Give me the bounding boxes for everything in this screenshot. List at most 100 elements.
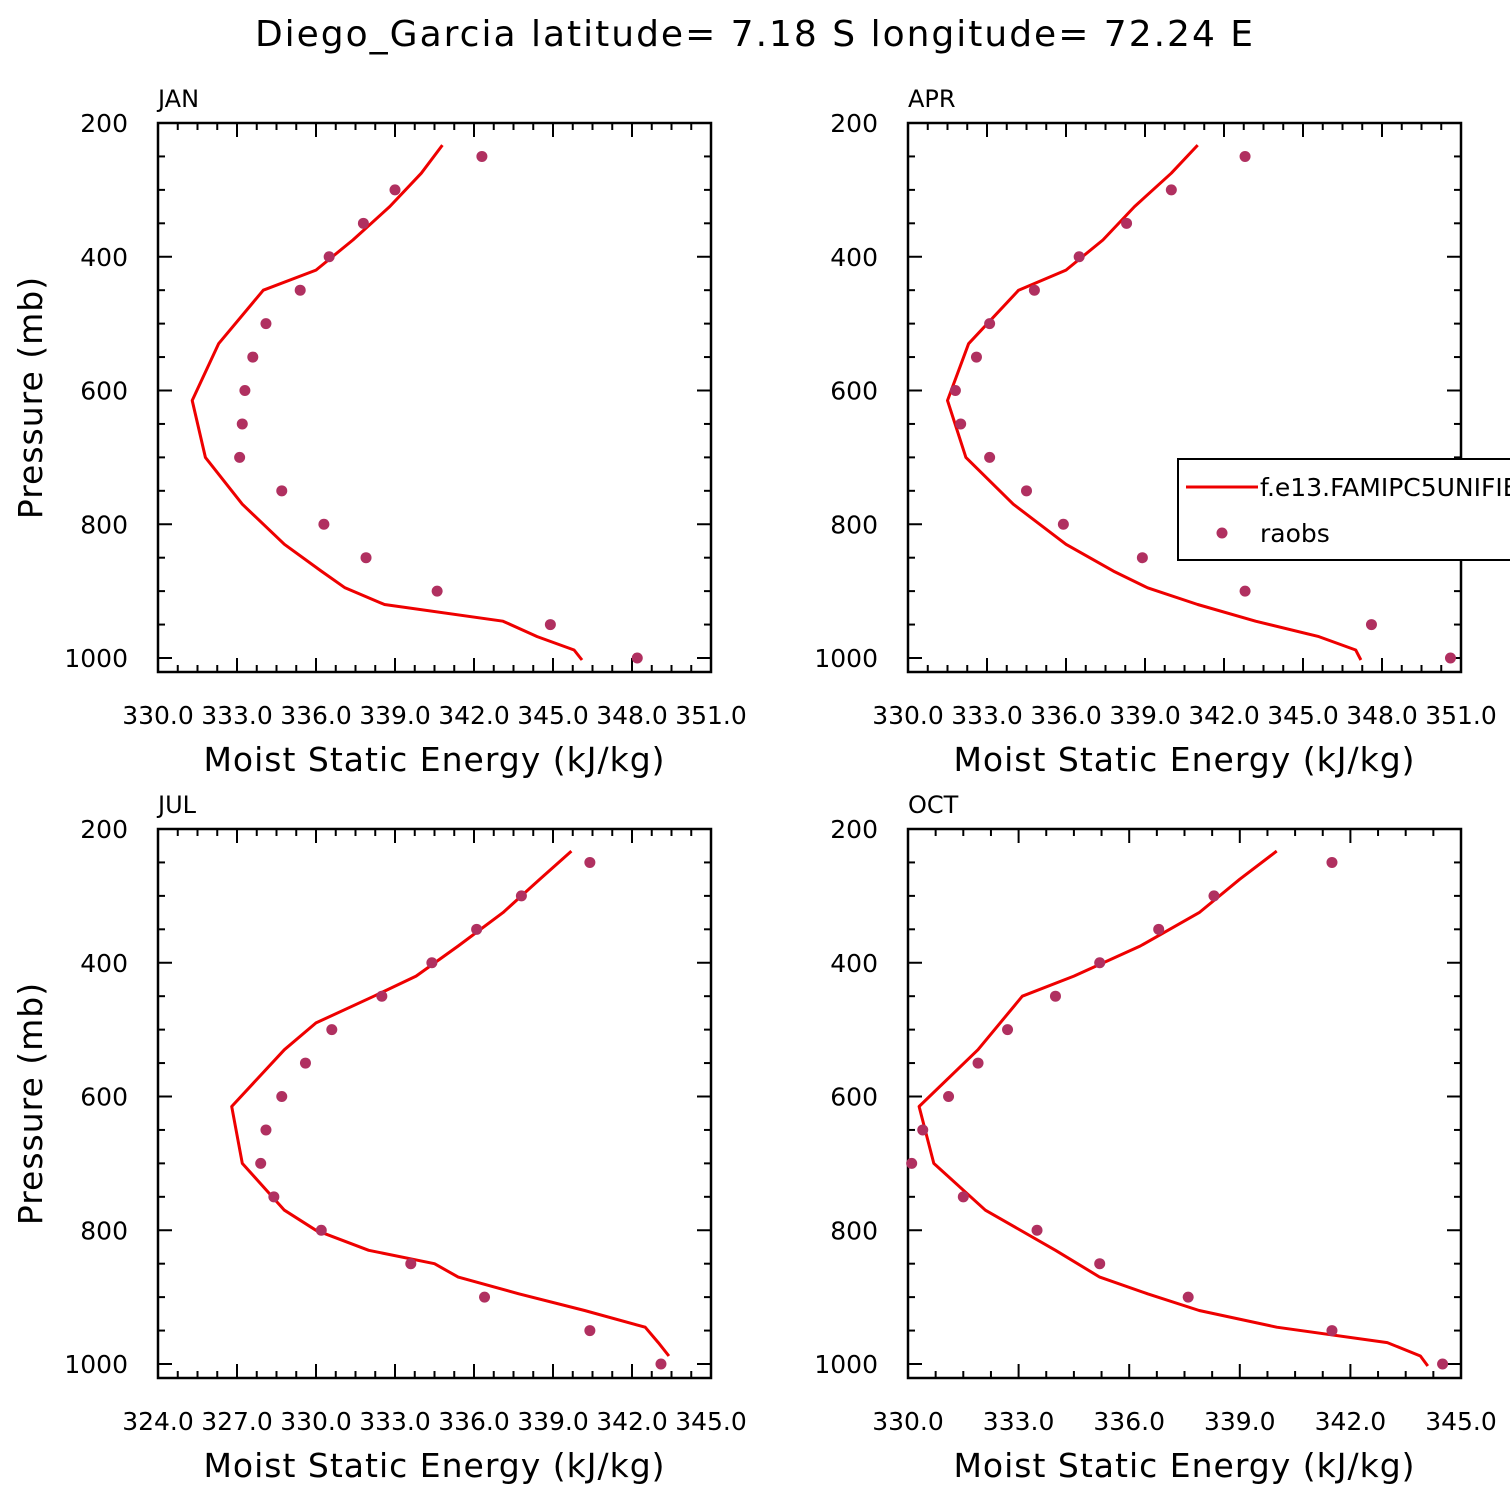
raobs-point [972,1057,984,1069]
raobs-point [234,451,246,463]
x-tick-label: 351.0 [675,701,747,730]
y-tick-label: 800 [80,510,128,539]
raobs-point [389,184,401,196]
raobs-point [299,1057,311,1069]
raobs-point [984,318,996,330]
x-tick-label: 333.0 [951,701,1023,730]
panel-label: APR [908,85,956,113]
raobs-point [515,890,527,902]
x-tick-label: 339.0 [1109,701,1181,730]
x-tick-label: 339.0 [359,701,431,730]
raobs-point [1094,957,1106,969]
x-tick-label: 342.0 [438,701,510,730]
raobs-point [1182,1291,1194,1303]
y-tick-label: 400 [80,243,128,272]
legend-label: f.e13.FAMIPC5UNIFIED [1260,473,1510,502]
x-tick-label: 327.0 [201,1407,273,1436]
model-series-line [190,144,584,661]
x-tick-label: 330.0 [280,1407,352,1436]
x-axis-label: Moist Static Energy (kJ/kg) [203,740,665,779]
y-tick-label: 800 [80,1216,128,1245]
y-tick-label: 1000 [814,1350,878,1379]
figure-title: Diego_Garcia latitude= 7.18 S longitude=… [255,14,1255,55]
raobs-point [268,1191,280,1203]
y-tick-label: 200 [80,815,128,844]
raobs-point [260,318,272,330]
y-tick-label: 400 [80,949,128,978]
y-tick-label: 600 [80,1083,128,1112]
x-tick-label: 336.0 [438,1407,510,1436]
y-axis-label: Pressure (mb) [11,982,50,1225]
x-tick-label: 348.0 [596,701,668,730]
x-tick-label: 348.0 [1346,701,1418,730]
raobs-point [479,1291,491,1303]
model-series-line [946,144,1363,661]
raobs-point [376,990,388,1002]
raobs-point [471,923,483,935]
raobs-point [260,1124,272,1136]
raobs-point [318,518,330,530]
y-tick-label: 200 [80,109,128,138]
raobs-point [476,150,488,162]
raobs-point [360,552,372,564]
raobs-point [906,1157,918,1169]
raobs-point [357,217,369,229]
x-tick-label: 345.0 [1425,1407,1497,1436]
raobs-point [1057,518,1069,530]
raobs-point [1444,652,1456,664]
raobs-point [1028,284,1040,296]
raobs-point [236,418,248,430]
raobs-point [323,251,335,263]
raobs-point [326,1024,338,1036]
y-tick-label: 1000 [814,644,878,673]
raobs-point [943,1091,955,1103]
panel-jan: 330.0 333.0 336.0 339.0 342.0 345.0 348.0 351.0… [11,85,747,779]
raobs-point [957,1191,969,1203]
panels: 330.0 333.0 336.0 339.0 342.0 345.0 348.0 351.0… [11,85,1497,1485]
raobs-point [239,385,251,397]
x-tick-label: 345.0 [517,701,589,730]
raobs-point [584,1325,596,1337]
legend-label: raobs [1260,519,1330,548]
legend: f.e13.FAMIPC5UNIFIED raobs [1177,458,1510,561]
raobs-point [1021,485,1032,497]
x-tick-label: 330.0 [872,1407,944,1436]
x-tick-label: 336.0 [1030,701,1102,730]
raobs-point [1121,217,1133,229]
raobs-point [1153,923,1165,935]
panel-label: OCT [908,791,959,819]
y-tick-label: 200 [830,109,878,138]
x-tick-label: 345.0 [1267,701,1339,730]
raobs-point [1165,184,1177,196]
raobs-point [426,957,438,969]
raobs-point [431,585,443,597]
raobs-point [1031,1224,1043,1236]
raobs-point [276,1091,288,1103]
panel-label: JUL [156,791,197,819]
x-tick-label: 330.0 [122,701,194,730]
x-axis-label: Moist Static Energy (kJ/kg) [953,1446,1415,1485]
y-tick-label: 800 [830,1216,878,1245]
raobs-point [1208,890,1220,902]
y-tick-label: 200 [830,815,878,844]
y-tick-label: 600 [80,377,128,406]
raobs-point [255,1157,267,1169]
x-tick-label: 339.0 [517,1407,589,1436]
panel-apr: 330.0 333.0 336.0 339.0 342.0 345.0 348.0 351.0… [814,85,1496,779]
raobs-point [1326,856,1338,868]
raobs-point [1239,585,1251,597]
raobs-point [1326,1325,1338,1337]
x-tick-label: 345.0 [675,1407,747,1436]
y-tick-label: 800 [830,510,878,539]
raobs-point [955,418,967,430]
x-tick-label: 336.0 [1093,1407,1165,1436]
x-axis-label: Moist Static Energy (kJ/kg) [203,1446,665,1485]
x-tick-label: 339.0 [1204,1407,1276,1436]
raobs-point [1094,1258,1106,1270]
raobs-point [405,1258,417,1270]
raobs-point [984,451,996,463]
panel-oct: 330.0 333.0 336.0 339.0 342.0 345.0 200 400 600 8… [814,791,1496,1485]
raobs-point [1365,619,1377,631]
y-tick-label: 600 [830,377,878,406]
